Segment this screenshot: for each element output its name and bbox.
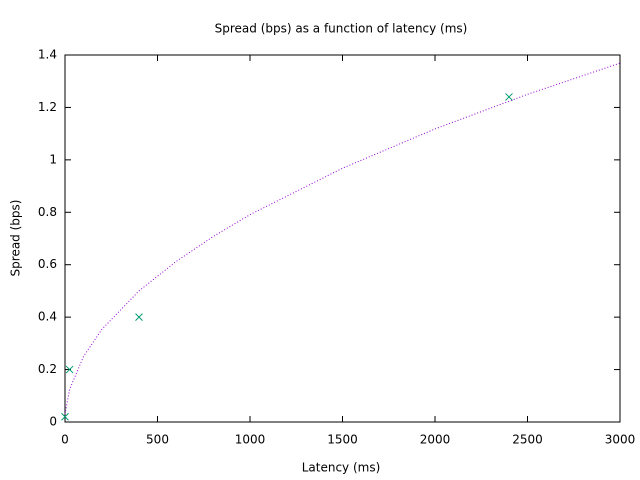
x-tick-label: 1000 — [235, 433, 266, 447]
x-tick-label: 0 — [61, 433, 69, 447]
y-tick-label: 0.4 — [38, 310, 57, 324]
fit-curve — [64, 62, 621, 415]
data-point — [65, 365, 74, 374]
plot-frame — [64, 54, 621, 423]
y-axis-label: Spread (bps) — [9, 200, 23, 277]
x-tick-label: 1500 — [327, 433, 358, 447]
y-tick-label: 1.4 — [38, 48, 57, 62]
x-tick-label: 500 — [146, 433, 169, 447]
chart-title: Spread (bps) as a function of latency (m… — [215, 22, 468, 36]
x-axis-label: Latency (ms) — [302, 461, 381, 475]
y-tick-label: 1.2 — [38, 100, 57, 114]
data-point — [505, 93, 513, 101]
y-tick-label: 0.2 — [38, 362, 57, 376]
y-tick-label: 0 — [49, 415, 57, 429]
y-tick-label: 1 — [49, 152, 57, 166]
data-point — [135, 313, 143, 321]
x-tick-label: 2500 — [512, 433, 543, 447]
y-tick-label: 0.8 — [38, 205, 57, 219]
x-tick-label: 3000 — [605, 433, 636, 447]
y-tick-label: 0.6 — [38, 257, 57, 271]
x-tick-label: 2000 — [420, 433, 451, 447]
data-point — [61, 412, 69, 421]
